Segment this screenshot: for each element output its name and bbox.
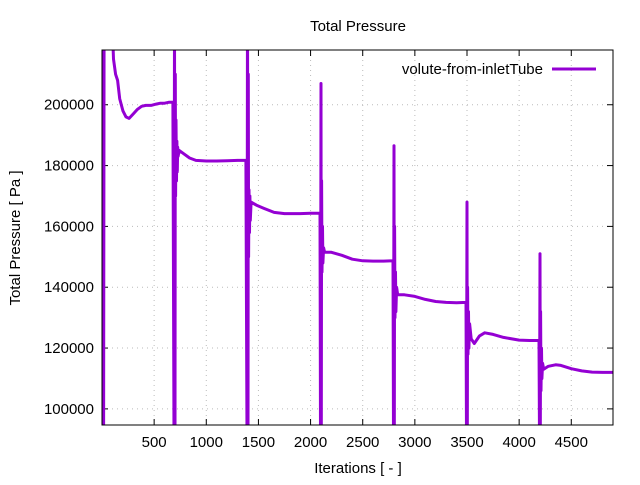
y-tick-label: 160000	[44, 218, 94, 235]
x-tick-label: 4000	[502, 434, 535, 451]
series-group	[102, 50, 613, 425]
y-tick-label: 140000	[44, 279, 94, 296]
x-tick-label: 1500	[242, 434, 275, 451]
series-line-volute-from-inletTube	[102, 50, 613, 425]
y-axis-label: Total Pressure [ Pa ]	[7, 170, 24, 305]
y-tick-label: 200000	[44, 97, 94, 114]
x-tick-label: 1000	[190, 434, 223, 451]
x-tick-label: 2000	[294, 434, 327, 451]
x-tick-label: 500	[142, 434, 167, 451]
x-tick-label: 3500	[450, 434, 483, 451]
legend: volute-from-inletTube	[402, 61, 596, 78]
y-tick-label: 120000	[44, 340, 94, 357]
x-tick-label: 4500	[555, 434, 588, 451]
grid	[102, 50, 613, 425]
y-tick-label: 180000	[44, 158, 94, 175]
plot-frame	[101, 49, 614, 426]
x-tick-label: 3000	[398, 434, 431, 451]
x-tick-label: 2500	[346, 434, 379, 451]
chart-title: Total Pressure	[310, 18, 406, 35]
x-axis-label: Iterations [ - ]	[314, 460, 402, 477]
y-tick-label: 100000	[44, 401, 94, 418]
legend-label: volute-from-inletTube	[402, 61, 543, 78]
axis-ticks: 500 1000 1500 2000 2500 3000 3500 4000 4500 10000…	[44, 50, 613, 451]
